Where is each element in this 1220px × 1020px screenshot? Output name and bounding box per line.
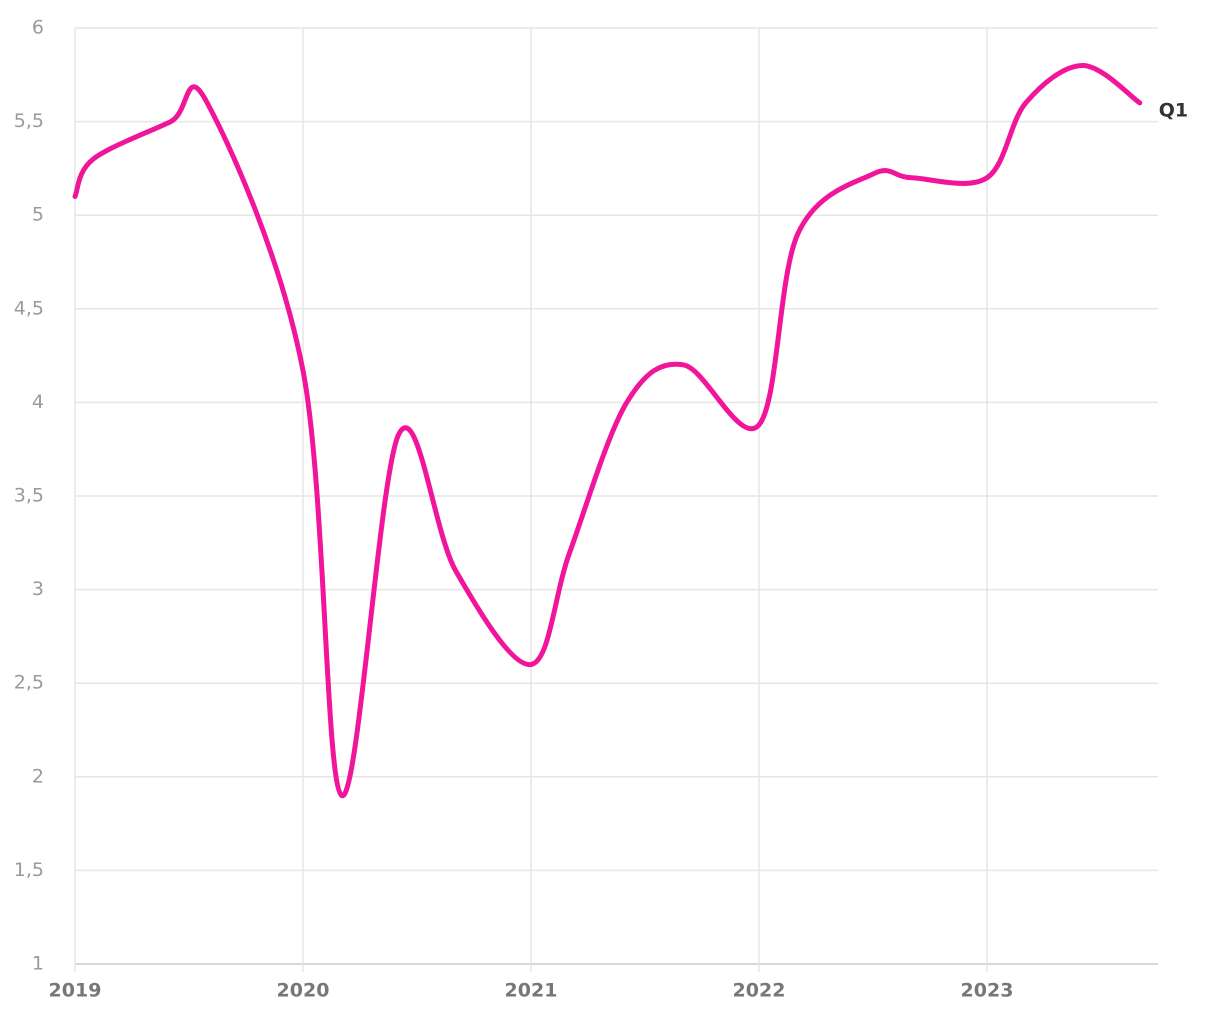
x-tick-label: 2020 xyxy=(277,980,330,1002)
y-tick-label: 1 xyxy=(32,953,44,975)
y-tick-label: 4 xyxy=(32,391,44,413)
x-tick-label: 2021 xyxy=(505,980,558,1002)
y-tick-label: 4,5 xyxy=(14,297,44,319)
y-tick-label: 2 xyxy=(32,765,44,787)
y-tick-label: 3 xyxy=(32,578,44,600)
x-tick-label: 2019 xyxy=(49,980,102,1002)
x-tick-label: 2022 xyxy=(733,980,786,1002)
series-label: Q1 xyxy=(1159,99,1188,121)
y-tick-label: 5,5 xyxy=(14,110,44,132)
y-tick-label: 1,5 xyxy=(14,859,44,881)
y-tick-label: 6 xyxy=(32,17,44,39)
y-tick-label: 2,5 xyxy=(14,672,44,694)
y-tick-label: 3,5 xyxy=(14,485,44,507)
x-tick-label: 2023 xyxy=(961,980,1014,1002)
line xyxy=(72,62,1143,799)
y-tick-label: 5 xyxy=(32,204,44,226)
